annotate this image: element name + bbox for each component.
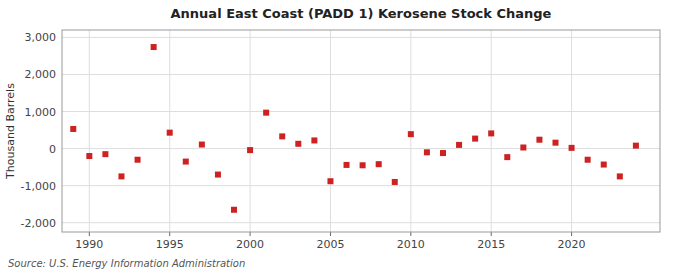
x-tick-label: 2015 bbox=[477, 238, 505, 251]
point bbox=[70, 126, 76, 132]
point bbox=[295, 141, 301, 147]
grid bbox=[62, 30, 660, 232]
y-grid-line bbox=[62, 111, 660, 112]
point bbox=[167, 130, 173, 136]
y-grid-line bbox=[62, 185, 660, 186]
x-tick bbox=[491, 232, 492, 236]
point bbox=[247, 147, 253, 153]
point bbox=[86, 153, 92, 159]
chart: Annual East Coast (PADD 1) Kerosene Stoc… bbox=[0, 0, 675, 275]
title: Annual East Coast (PADD 1) Kerosene Stoc… bbox=[171, 6, 552, 21]
points bbox=[70, 44, 639, 213]
x-grid-line bbox=[89, 30, 90, 232]
point bbox=[569, 145, 575, 151]
x-tick-label: 1990 bbox=[75, 238, 103, 251]
point bbox=[344, 162, 350, 168]
point bbox=[183, 159, 189, 165]
x-grid-line bbox=[250, 30, 251, 232]
point bbox=[102, 151, 108, 157]
x-tick bbox=[330, 232, 331, 236]
y-axis-label: Thousand Barrels bbox=[4, 83, 17, 180]
x-grid-line bbox=[330, 30, 331, 232]
x-tick bbox=[169, 232, 170, 236]
point bbox=[472, 136, 478, 142]
x-tick-label: 2005 bbox=[316, 238, 344, 251]
y-tick-label: 3,000 bbox=[25, 31, 57, 44]
point bbox=[601, 162, 607, 168]
point bbox=[360, 162, 366, 168]
point bbox=[151, 44, 157, 50]
point bbox=[327, 178, 333, 184]
x-tick-label: 2010 bbox=[397, 238, 425, 251]
source-note: Source: U.S. Energy Information Administ… bbox=[8, 258, 245, 269]
point bbox=[488, 130, 494, 136]
point bbox=[392, 179, 398, 185]
point bbox=[520, 144, 526, 150]
y-grid-line bbox=[62, 222, 660, 223]
y-tick-label: 0 bbox=[49, 143, 56, 156]
point bbox=[585, 157, 591, 163]
point bbox=[311, 137, 317, 143]
point bbox=[231, 207, 237, 213]
x-grid-line bbox=[571, 30, 572, 232]
point bbox=[536, 137, 542, 143]
point bbox=[440, 150, 446, 156]
point bbox=[617, 173, 623, 179]
point bbox=[199, 142, 205, 148]
x-tick-label: 2000 bbox=[236, 238, 264, 251]
point bbox=[408, 131, 414, 137]
y-grid-line bbox=[62, 74, 660, 75]
y-tick-label: 2,000 bbox=[25, 68, 57, 81]
point bbox=[135, 157, 141, 163]
point bbox=[553, 140, 559, 146]
point bbox=[424, 149, 430, 155]
point bbox=[118, 173, 124, 179]
x-tick bbox=[89, 232, 90, 236]
point bbox=[263, 110, 269, 116]
y-grid-line bbox=[62, 37, 660, 38]
x-tick bbox=[571, 232, 572, 236]
point bbox=[279, 133, 285, 139]
point bbox=[376, 161, 382, 167]
x-tick-label: 2020 bbox=[558, 238, 586, 251]
plot-frame bbox=[62, 30, 660, 232]
point bbox=[456, 142, 462, 148]
x-tick-label: 1995 bbox=[156, 238, 184, 251]
x-tick bbox=[250, 232, 251, 236]
x-tick bbox=[410, 232, 411, 236]
y-tick-label: 1,000 bbox=[25, 106, 57, 119]
y-tick-label: -2,000 bbox=[21, 217, 56, 230]
point bbox=[633, 143, 639, 149]
point bbox=[504, 154, 510, 160]
y-tick-label: -1,000 bbox=[21, 180, 56, 193]
x-grid-line bbox=[410, 30, 411, 232]
point bbox=[215, 172, 221, 178]
